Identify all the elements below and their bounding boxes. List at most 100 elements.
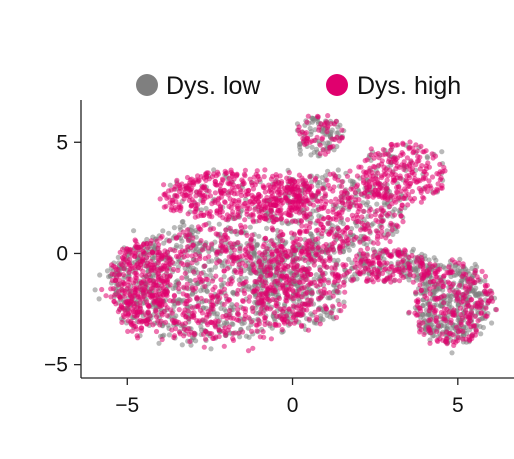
point-dys-high [130,301,136,307]
point-dys-high [313,175,319,181]
point-dys-high [401,195,407,201]
point-dys-high [203,298,209,304]
point-dys-high [232,228,238,235]
point-dys-high [345,237,351,243]
point-dys-high [418,187,424,194]
point-dys-low [206,258,212,265]
point-dys-high [328,310,334,316]
point-dys-high [225,259,231,265]
point-dys-high [340,262,346,268]
point-dys-high [395,261,401,267]
point-dys-high [195,177,201,183]
point-dys-high [418,327,424,333]
point-dys-high [376,257,382,263]
point-dys-high [368,213,374,219]
point-dys-high [370,189,376,195]
point-dys-high [382,266,389,272]
point-dys-high [304,289,310,295]
point-dys-high [440,169,446,175]
point-dys-high [382,181,388,187]
point-dys-high [212,324,219,330]
point-dys-high [413,179,419,185]
point-dys-high [218,289,224,295]
point-dys-high [172,248,178,254]
point-dys-high [414,303,420,309]
point-dys-high [284,298,290,304]
point-dys-high [372,212,378,218]
point-dys-high [227,308,233,314]
point-dys-high [364,246,371,252]
point-dys-high [378,233,384,239]
point-dys-high [196,274,202,280]
point-dys-high [423,148,429,154]
point-dys-high [189,260,195,266]
point-dys-high [234,172,240,178]
point-dys-high [406,266,412,272]
point-dys-high [241,180,247,187]
point-dys-high [314,134,320,140]
point-dys-low [161,240,167,246]
point-dys-high [452,289,458,295]
point-dys-high [169,310,175,316]
point-dys-high [250,308,256,314]
point-dys-high [466,286,472,292]
point-dys-low [97,272,103,278]
point-dys-high [246,187,252,194]
point-dys-high [406,192,412,198]
point-dys-high [122,250,128,256]
point-dys-high [339,183,345,189]
point-dys-high [143,312,149,318]
point-dys-high [426,178,432,184]
point-dys-high [247,199,253,205]
point-dys-high [306,316,312,322]
point-dys-high [416,158,422,164]
point-dys-high [136,319,142,325]
point-dys-high [184,253,191,259]
point-dys-high [381,277,387,284]
point-dys-high [389,227,395,233]
point-dys-high [176,281,182,287]
point-dys-high [288,230,295,236]
point-dys-high [347,229,353,235]
point-dys-high [155,274,161,280]
point-dys-high [262,189,268,195]
point-dys-high [305,113,311,119]
point-dys-high [336,301,342,308]
point-dys-high [385,231,391,237]
point-dys-high [250,267,257,273]
point-dys-high [413,142,419,148]
point-dys-low [256,233,262,239]
point-dys-high [231,191,237,197]
point-dys-high [414,259,420,265]
point-dys-high [388,193,394,199]
point-dys-high [279,244,285,250]
point-dys-high [121,281,127,287]
point-dys-low [374,201,380,207]
point-dys-high [331,240,337,246]
point-dys-high [316,256,322,263]
point-dys-high [361,169,367,175]
point-dys-high [247,294,253,300]
point-dys-low [289,235,295,241]
point-dys-high [161,308,167,314]
point-dys-high [385,159,392,165]
point-dys-high [304,138,310,144]
point-dys-high [386,266,392,272]
point-dys-high [313,227,320,234]
point-dys-low [315,183,321,189]
point-dys-high [426,317,432,323]
point-dys-high [218,277,224,283]
point-dys-high [241,280,248,286]
point-dys-high [183,298,190,304]
point-dys-high [437,336,443,342]
point-dys-high [320,186,326,192]
point-dys-high [478,302,484,309]
point-dys-high [333,214,339,220]
point-dys-high [436,323,442,329]
point-dys-high [357,263,363,270]
point-dys-high [312,258,318,264]
point-dys-high [380,147,386,153]
point-dys-high [313,250,319,256]
point-dys-high [315,307,322,313]
point-dys-high [282,191,289,197]
